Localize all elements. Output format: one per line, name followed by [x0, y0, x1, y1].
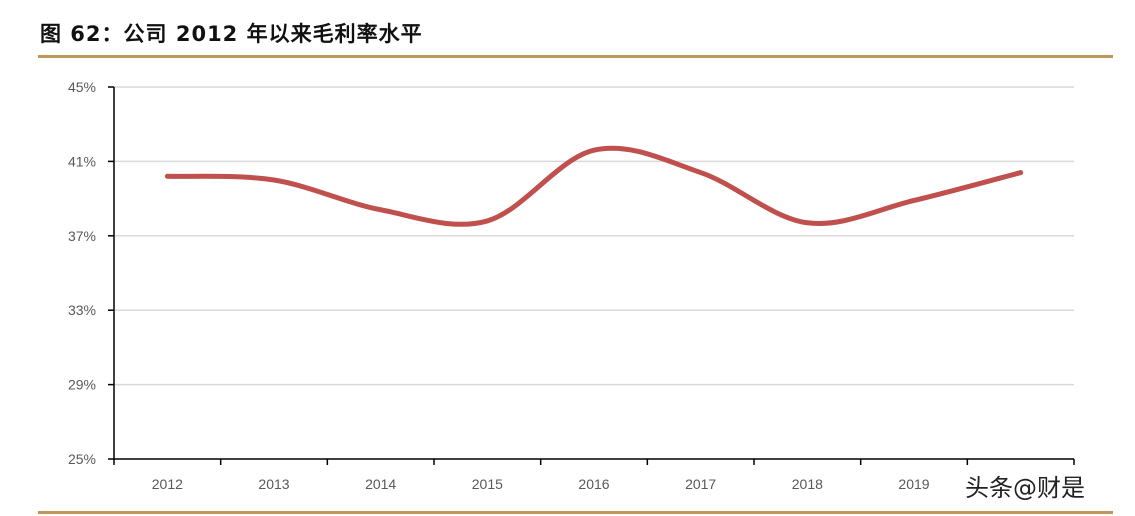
top-rule [38, 55, 1113, 58]
y-tick-label: 45% [68, 79, 96, 95]
bottom-rule [38, 511, 1113, 514]
x-axis: 2012 2013 2014 2015 2016 2017 2018 2019 [113, 458, 1075, 492]
x-tick-label: 2018 [792, 476, 823, 492]
y-axis: 25% 29% 33% 37% 41% 45% [68, 79, 115, 467]
x-tick-label: 2019 [898, 476, 929, 492]
x-tick-label: 2017 [685, 476, 716, 492]
x-tick-label: 2016 [578, 476, 609, 492]
gridlines [114, 86, 1074, 386]
x-tick-label: 2013 [258, 476, 289, 492]
x-tick-label: 2014 [365, 476, 396, 492]
y-tick-label: 33% [68, 302, 96, 318]
y-tick-label: 37% [68, 228, 96, 244]
x-tick-label: 2012 [152, 476, 183, 492]
watermark: 头条@财是 [965, 474, 1085, 502]
chart-title: 图 62：公司 2012 年以来毛利率水平 [40, 22, 423, 46]
y-tick-label: 29% [68, 377, 96, 393]
y-tick-label: 41% [68, 153, 96, 169]
y-tick-label: 25% [68, 451, 96, 467]
gross-margin-line [164, 145, 1024, 227]
x-tick-label: 2015 [472, 476, 503, 492]
